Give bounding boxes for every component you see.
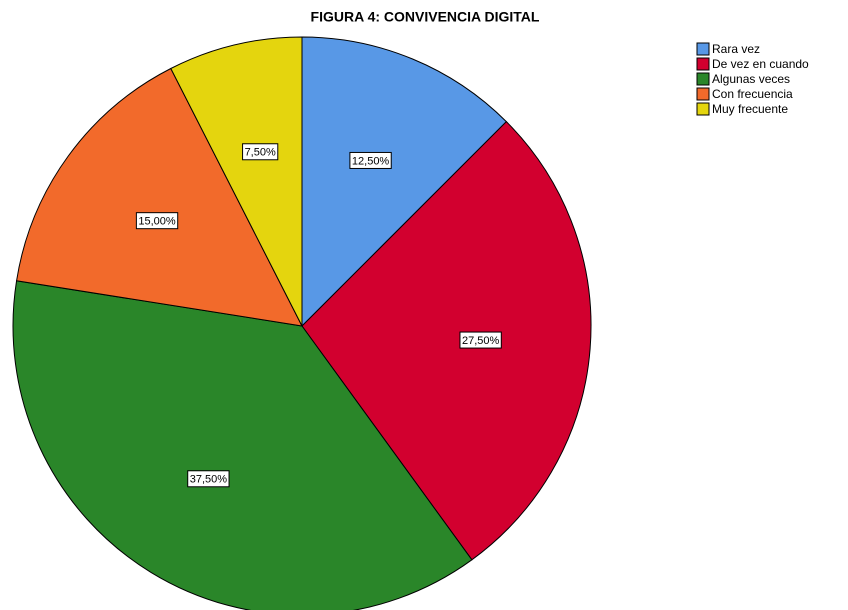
data-label: 7,50% xyxy=(245,147,276,159)
pie-slice xyxy=(15,67,303,327)
pie-slice xyxy=(301,120,592,561)
data-label: 37,50% xyxy=(190,474,228,486)
label-box xyxy=(242,143,279,161)
pie-slice xyxy=(12,280,473,610)
legend-label: Algunas veces xyxy=(712,72,790,86)
data-label: 15,00% xyxy=(138,216,176,228)
label-box xyxy=(349,151,392,169)
legend-swatch xyxy=(696,57,710,71)
legend-swatch xyxy=(696,72,710,86)
data-label: 27,50% xyxy=(462,335,500,347)
legend-label: Rara vez xyxy=(712,42,760,56)
chart-title: FIGURA 4: CONVIVENCIA DIGITAL xyxy=(311,9,540,25)
label-box xyxy=(187,470,230,488)
label-box xyxy=(135,212,179,230)
legend-label: Con frecuencia xyxy=(712,87,793,101)
legend-label: Muy frecuente xyxy=(712,102,788,116)
legend-swatch xyxy=(696,102,710,116)
pie-slice xyxy=(301,36,508,328)
legend-swatch xyxy=(696,87,710,101)
legend-swatch xyxy=(696,42,710,56)
data-label: 12,50% xyxy=(352,155,390,167)
legend-label: De vez en cuando xyxy=(712,57,809,71)
label-box xyxy=(459,331,502,349)
pie-slice xyxy=(170,36,303,327)
